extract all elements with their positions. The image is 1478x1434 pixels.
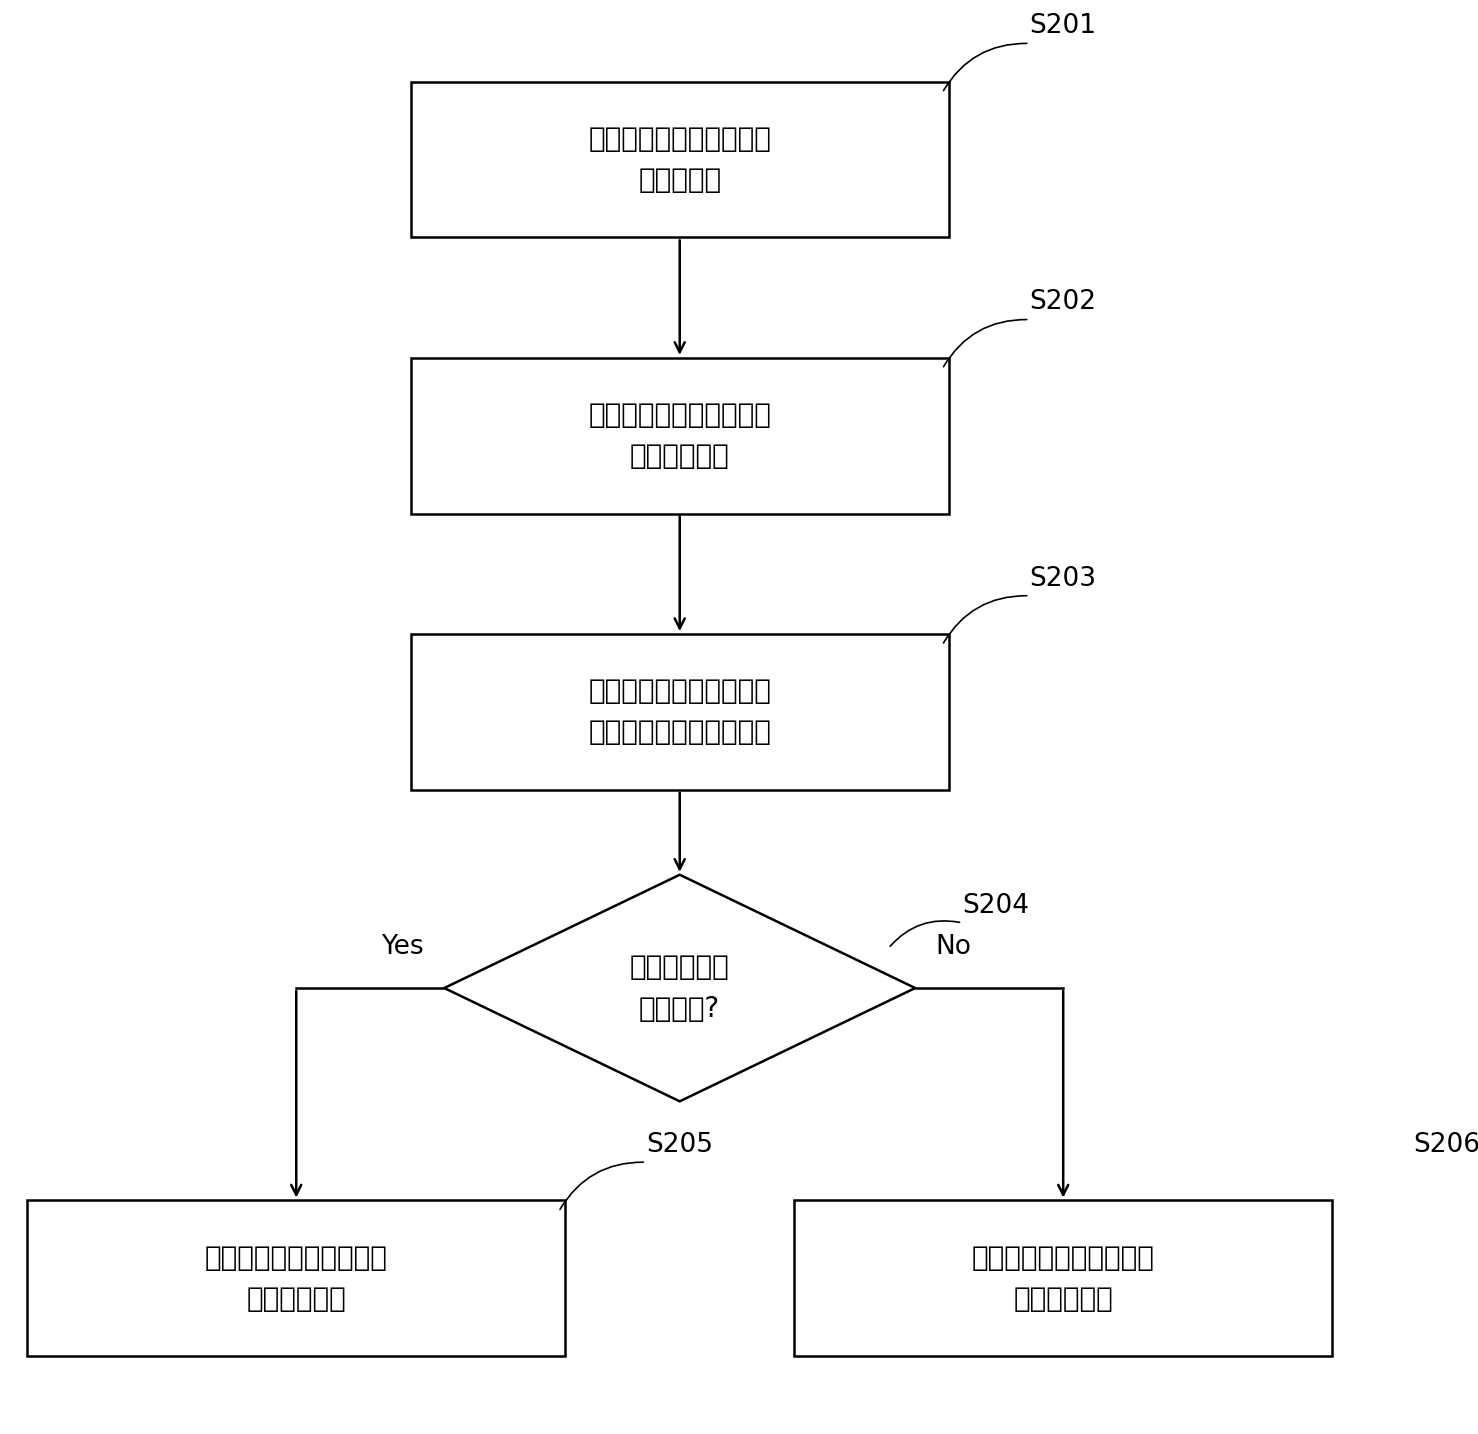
Text: No: No xyxy=(936,934,971,959)
Text: S201: S201 xyxy=(1030,13,1097,39)
Text: 更新速度大于
预期速度?: 更新速度大于 预期速度? xyxy=(630,954,730,1022)
Text: S202: S202 xyxy=(1030,290,1097,315)
Text: 根据目标距离确定步进电
机的速度步长: 根据目标距离确定步进电 机的速度步长 xyxy=(588,402,772,470)
Text: 将步进电机的当前速度更
新为预期速度: 将步进电机的当前速度更 新为预期速度 xyxy=(205,1243,387,1314)
FancyBboxPatch shape xyxy=(27,1200,566,1357)
Text: S203: S203 xyxy=(1030,565,1097,591)
Text: 将步进电机的当前速度更
新为更新速度: 将步进电机的当前速度更 新为更新速度 xyxy=(971,1243,1154,1314)
FancyBboxPatch shape xyxy=(794,1200,1332,1357)
FancyBboxPatch shape xyxy=(411,634,949,790)
Text: S206: S206 xyxy=(1413,1131,1478,1159)
FancyBboxPatch shape xyxy=(411,82,949,238)
Text: S204: S204 xyxy=(962,892,1029,919)
Text: 以步进电机的最大速度作
为预期速度: 以步进电机的最大速度作 为预期速度 xyxy=(588,125,772,194)
Text: 根据步进电机的当前速度
和速度步长计算更新速度: 根据步进电机的当前速度 和速度步长计算更新速度 xyxy=(588,677,772,747)
FancyBboxPatch shape xyxy=(411,358,949,513)
Text: S205: S205 xyxy=(646,1131,712,1159)
Text: Yes: Yes xyxy=(381,934,424,959)
Polygon shape xyxy=(445,875,915,1101)
